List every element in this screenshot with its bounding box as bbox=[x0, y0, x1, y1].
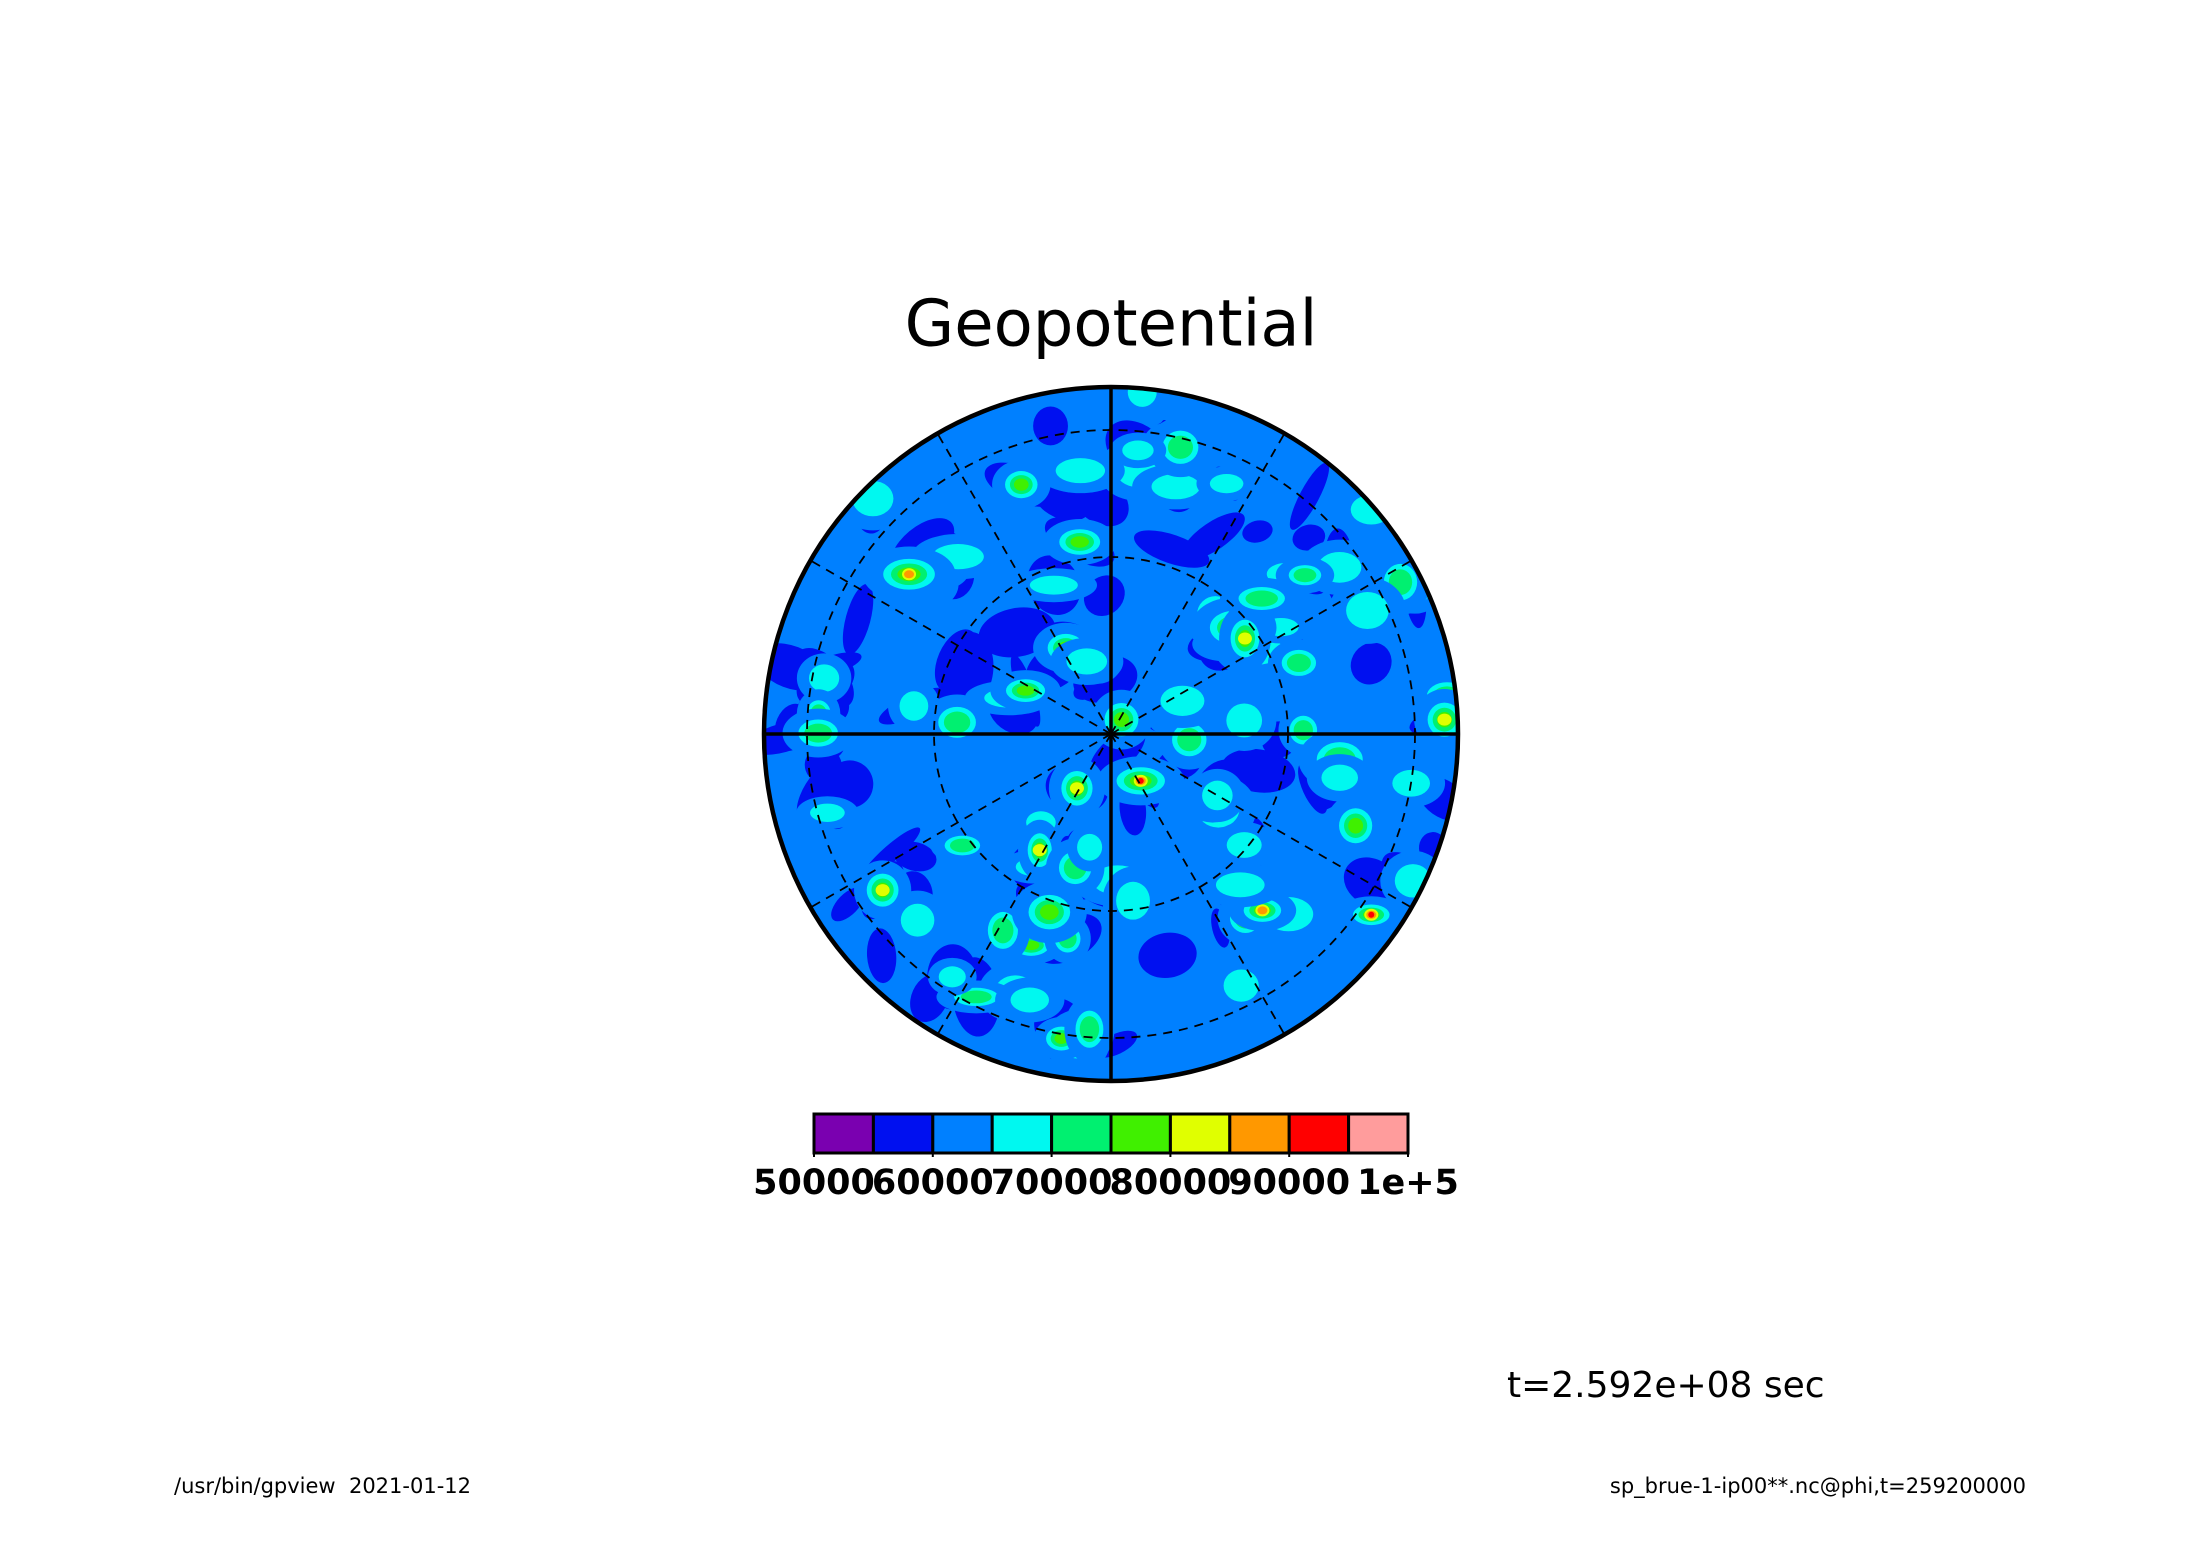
field-blob bbox=[949, 838, 975, 853]
field-blob bbox=[1077, 833, 1103, 861]
footer-left: /usr/bin/gpview 2021-01-12 bbox=[174, 1474, 471, 1498]
field-blob bbox=[1033, 406, 1068, 446]
colorbar-box bbox=[1168, 1112, 1232, 1155]
field-blob bbox=[1237, 632, 1252, 645]
field-blob bbox=[960, 990, 992, 1004]
colorbar-tick-label: 90000 bbox=[1228, 1163, 1350, 1203]
colorbar-box bbox=[1347, 1112, 1410, 1155]
field-blob bbox=[1226, 832, 1262, 858]
field-blob bbox=[1242, 520, 1273, 543]
field-blob bbox=[1010, 987, 1050, 1013]
contour-field bbox=[764, 387, 1458, 1081]
field-blob bbox=[1070, 536, 1089, 548]
meridian-dashed bbox=[1110, 559, 1412, 735]
field-blob bbox=[943, 711, 971, 734]
field-blob bbox=[875, 884, 890, 897]
field-blob bbox=[1202, 780, 1233, 811]
field-blob bbox=[1346, 591, 1389, 630]
field-blob bbox=[1055, 458, 1106, 484]
map-boundary bbox=[761, 384, 1461, 1084]
field-blob bbox=[1069, 782, 1084, 795]
field-blob bbox=[1182, 512, 1245, 560]
colorbar-box bbox=[1109, 1112, 1172, 1155]
field-blob bbox=[1016, 685, 1035, 696]
field-blob bbox=[1032, 844, 1047, 857]
field-blob bbox=[1321, 764, 1359, 791]
field-blob bbox=[826, 760, 874, 809]
colorbar-box bbox=[812, 1112, 875, 1155]
field-blob bbox=[1215, 872, 1265, 898]
meridian-dashed bbox=[810, 733, 1112, 909]
field-blob bbox=[1113, 712, 1130, 728]
colorbar-box bbox=[1287, 1112, 1351, 1155]
field-blob bbox=[1257, 906, 1268, 915]
colorbar-box bbox=[1228, 1112, 1291, 1155]
colorbar-tick-label: 80000 bbox=[1110, 1163, 1232, 1203]
field-blob bbox=[1177, 728, 1202, 752]
field-blob bbox=[1226, 703, 1263, 738]
field-blob bbox=[1066, 648, 1108, 675]
colorbar-box bbox=[871, 1112, 935, 1155]
field-blob bbox=[1160, 685, 1205, 716]
footer-right: sp_brue-1-ip00**.nc@phi,t=259200000 bbox=[1610, 1474, 2026, 1499]
field-blob bbox=[1122, 440, 1154, 461]
colorbar-box bbox=[931, 1112, 994, 1155]
field-blob bbox=[1289, 462, 1330, 530]
field-blob bbox=[1054, 1033, 1069, 1044]
field-blob bbox=[1138, 932, 1197, 979]
colorbar-box bbox=[1050, 1112, 1113, 1155]
field-blob bbox=[808, 664, 840, 692]
field-blob bbox=[1368, 911, 1375, 918]
field-blob bbox=[1039, 904, 1059, 920]
field-blob bbox=[893, 841, 937, 872]
field-blob bbox=[1292, 524, 1326, 551]
colorbar-box bbox=[990, 1112, 1054, 1155]
field-blob bbox=[1127, 387, 1157, 407]
meridian-dashed bbox=[936, 733, 1112, 1035]
field-blob bbox=[1437, 713, 1452, 726]
colorbar-tick-label: 70000 bbox=[991, 1163, 1113, 1203]
field-blob bbox=[1151, 473, 1201, 500]
field-blob bbox=[904, 570, 915, 579]
field-blob bbox=[1223, 969, 1259, 1002]
field-blob bbox=[1029, 575, 1078, 595]
field-blob bbox=[1350, 642, 1392, 685]
field-blob bbox=[1293, 568, 1317, 583]
meridian-dashed bbox=[1110, 733, 1286, 1035]
meridian-dashed bbox=[936, 433, 1112, 735]
field-blob bbox=[1167, 435, 1194, 459]
colorbar-tick-label: 1e+5 bbox=[1357, 1163, 1459, 1203]
field-blob bbox=[842, 584, 874, 655]
colorbar-tick-label: 60000 bbox=[872, 1163, 994, 1203]
colorbar-tick-label: 50000 bbox=[753, 1163, 875, 1203]
field-blob bbox=[900, 903, 935, 937]
field-blob bbox=[1116, 881, 1150, 920]
field-blob bbox=[1079, 1016, 1100, 1043]
field-blob bbox=[938, 966, 966, 988]
time-label: t=2.592e+08 sec bbox=[1507, 1365, 1825, 1406]
field-blob bbox=[1348, 817, 1364, 834]
field-blob bbox=[1245, 590, 1278, 607]
field-blob bbox=[992, 917, 1014, 944]
field-blob bbox=[1013, 478, 1029, 491]
chart-title: Geopotential bbox=[905, 288, 1318, 362]
field-blob bbox=[1293, 720, 1313, 741]
field-blob bbox=[1286, 653, 1311, 673]
field-blob bbox=[1209, 474, 1244, 494]
meridian-dashed bbox=[810, 559, 1112, 735]
map-grid bbox=[761, 384, 1461, 1084]
field-blob bbox=[899, 691, 929, 721]
meridian-dashed bbox=[1110, 733, 1412, 909]
meridian-dashed bbox=[1110, 433, 1286, 735]
